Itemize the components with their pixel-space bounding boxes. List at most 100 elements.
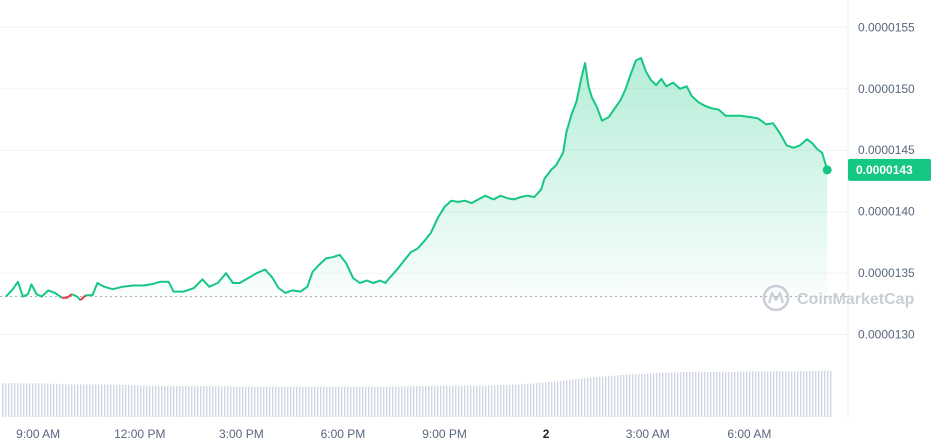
volume-bar — [641, 373, 643, 417]
volume-bar — [539, 382, 541, 417]
volume-bar — [116, 384, 118, 417]
volume-bar — [107, 384, 109, 417]
volume-bar — [824, 370, 826, 417]
volume-bar — [56, 383, 58, 417]
volume-bar — [587, 377, 589, 417]
volume-bar — [191, 386, 193, 417]
volume-bar — [647, 373, 649, 417]
volume-bar — [512, 384, 514, 417]
volume-bar — [767, 371, 769, 417]
volume-bar — [374, 386, 376, 417]
volume-bar — [326, 386, 328, 417]
price-line-up — [71, 293, 82, 301]
volume-bar — [650, 373, 652, 417]
volume-bar — [203, 386, 205, 417]
volume-bar — [803, 371, 805, 417]
volume-bar — [227, 386, 229, 417]
volume-bar — [8, 383, 10, 417]
volume-bar — [737, 371, 739, 417]
volume-bar — [29, 383, 31, 417]
volume-bar — [536, 383, 538, 417]
volume-bar — [380, 386, 382, 417]
volume-bar — [377, 386, 379, 417]
x-tick-label: 3:00 AM — [626, 427, 670, 441]
volume-bar — [692, 371, 694, 417]
volume-bar — [446, 385, 448, 417]
volume-bar — [605, 376, 607, 417]
volume-bar — [89, 384, 91, 417]
volume-bar — [443, 385, 445, 417]
volume-bar — [2, 383, 4, 417]
coinmarketcap-logo-icon — [762, 284, 790, 312]
volume-bar — [17, 383, 19, 417]
volume-bar — [668, 372, 670, 417]
volume-bar — [797, 371, 799, 417]
volume-bar — [455, 385, 457, 417]
volume-bar — [62, 384, 64, 417]
volume-bar — [575, 379, 577, 417]
volume-bar — [239, 386, 241, 417]
volume-bar — [242, 386, 244, 417]
volume-bar — [80, 384, 82, 417]
volume-bar — [755, 371, 757, 417]
volume-bar — [71, 384, 73, 417]
volume-bar — [518, 384, 520, 417]
volume-bar — [440, 385, 442, 417]
volume-bar — [623, 374, 625, 417]
volume-bar — [26, 383, 28, 417]
volume-bar — [728, 371, 730, 417]
volume-bar — [329, 386, 331, 417]
volume-bar — [350, 386, 352, 417]
volume-bar — [632, 374, 634, 417]
volume-bar — [779, 371, 781, 417]
volume-bar — [218, 386, 220, 417]
volume-bar — [68, 384, 70, 417]
volume-bar — [386, 386, 388, 417]
volume-bar — [338, 386, 340, 417]
volume-bar — [611, 375, 613, 417]
volume-bar — [275, 386, 277, 417]
x-tick-label: 3:00 PM — [219, 427, 264, 441]
volume-bar — [281, 386, 283, 417]
price-line-up — [5, 280, 63, 299]
volume-bar — [557, 381, 559, 417]
volume-bar — [164, 385, 166, 417]
volume-bar — [731, 371, 733, 417]
volume-bar — [299, 386, 301, 417]
volume-bar — [125, 385, 127, 417]
volume-bar — [92, 384, 94, 417]
volume-bar — [320, 386, 322, 417]
watermark: CoinMarketCap — [762, 284, 915, 312]
volume-bar — [104, 384, 106, 417]
volume-bar — [209, 386, 211, 417]
volume-bar — [278, 386, 280, 417]
volume-bar — [821, 370, 823, 417]
volume-bar — [389, 386, 391, 417]
volume-bar — [590, 377, 592, 417]
volume-bar — [470, 385, 472, 417]
volume-bar — [341, 386, 343, 417]
volume-bar — [479, 385, 481, 417]
volume-bar — [812, 371, 814, 417]
volume-bar — [38, 383, 40, 417]
volume-bar — [44, 383, 46, 417]
volume-bar — [419, 386, 421, 417]
volume-bar — [251, 386, 253, 417]
volume-bar — [344, 386, 346, 417]
volume-bar — [308, 386, 310, 417]
volume-bar — [356, 386, 358, 417]
volume-bar — [368, 386, 370, 417]
volume-bar — [50, 383, 52, 417]
volume-bar — [707, 371, 709, 417]
volume-bar — [596, 377, 598, 417]
volume-bar — [581, 378, 583, 417]
volume-bar — [563, 380, 565, 417]
volume-bar — [653, 373, 655, 417]
volume-bar — [53, 383, 55, 417]
volume-bar — [638, 374, 640, 417]
volume-bar — [371, 386, 373, 417]
volume-bar — [740, 371, 742, 417]
price-line-down — [79, 294, 87, 301]
volume-bar — [23, 383, 25, 417]
